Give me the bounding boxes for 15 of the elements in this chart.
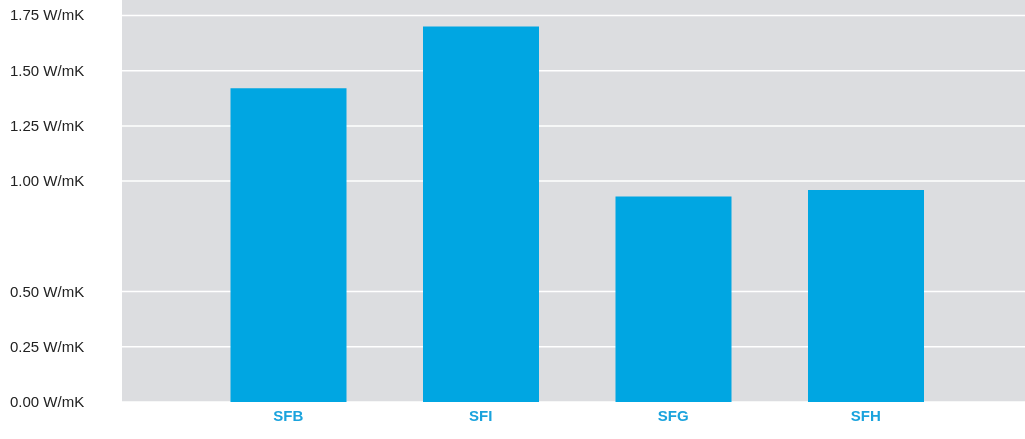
y-tick-label: 0.25 W/mK: [10, 337, 85, 355]
y-tick-label: 1.75 W/mK: [10, 6, 85, 24]
y-tick-label: 1.25 W/mK: [10, 116, 85, 134]
x-tick-label: SFB: [273, 406, 304, 424]
x-tick-label: SFI: [469, 406, 493, 424]
y-tick-label: 1.00 W/mK: [10, 172, 85, 190]
x-tick-label: SFG: [657, 406, 689, 424]
y-tick-label: 0.50 W/mK: [10, 282, 85, 300]
bar: [615, 196, 732, 402]
y-tick-label: 1.50 W/mK: [10, 61, 85, 79]
bar: [423, 26, 539, 402]
bar: [230, 88, 347, 402]
bar: [808, 189, 924, 402]
x-tick-label: SFH: [850, 406, 881, 424]
y-tick-label: 0.00 W/mK: [10, 393, 85, 410]
